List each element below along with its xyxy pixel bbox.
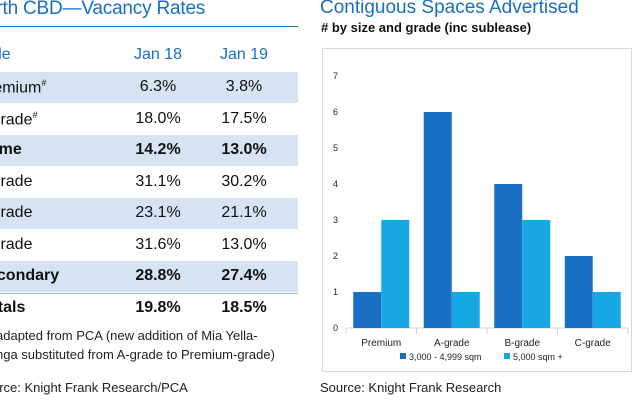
y-tick-label: 6 (333, 107, 338, 117)
row-grade-label: Grade (0, 235, 33, 253)
bar (592, 292, 621, 328)
row-jan19-value: 21.1% (221, 204, 267, 221)
row-jan18-value: 23.1% (135, 204, 181, 221)
table-title: erth CBD—Vacancy Rates (0, 0, 206, 19)
totals-rule (0, 292, 298, 294)
y-tick-label: 7 (333, 71, 338, 81)
table-row: remium# 6.3% 3.8% (0, 72, 298, 103)
header-jan19: Jan 19 (219, 46, 269, 63)
table-row: Grade 31.6% 13.0% (0, 230, 298, 261)
bar (381, 220, 410, 328)
header-jan18: Jan 18 (133, 46, 183, 63)
table-row: Grade# 18.0% 17.5% (0, 104, 298, 135)
x-tick-label: C-grade (575, 338, 612, 349)
row-grade-label: otals (0, 298, 26, 316)
y-tick-label: 3 (333, 215, 338, 225)
row-grade-label: remium# (0, 78, 47, 97)
header-grade: ade (0, 46, 11, 63)
row-footnote-mark: # (41, 78, 47, 88)
row-jan19-value: 3.8% (225, 78, 263, 95)
table-title-rule (0, 26, 298, 27)
y-tick-label: 4 (333, 179, 338, 189)
table-source: urce: Knight Frank Research/PCA (0, 380, 188, 395)
legend-label: 5,000 sqm + (513, 352, 563, 362)
bar (564, 256, 593, 328)
row-jan18-value: 18.0% (135, 109, 181, 127)
row-jan19-value: 13.0% (221, 235, 267, 253)
row-jan19-value: 27.4% (221, 267, 267, 284)
row-jan19-value: 30.2% (221, 172, 267, 190)
bar-chart: 0 1 2 3 4 5 6 7 Premium A-grade B-grade C-grade 3,00… (333, 71, 629, 362)
table-row: rime 14.2% 13.0% (0, 135, 298, 166)
bar (494, 184, 523, 328)
chart-title: Contiguous Spaces Advertised (320, 0, 579, 18)
x-tick-label: Premium (361, 338, 401, 349)
row-grade-label: Grade# (0, 109, 38, 128)
y-tick-label: 0 (333, 323, 338, 333)
y-tick-label: 2 (333, 251, 338, 261)
chart-frame (322, 48, 632, 372)
table-row: Grade 31.1% 30.2% (0, 167, 298, 198)
note-line-1: adapted from PCA (new addition of Mia Ye… (0, 328, 258, 343)
row-grade-label: econdary (0, 267, 60, 284)
row-grade-label: rime (0, 141, 22, 158)
row-jan18-value: 14.2% (135, 141, 181, 158)
note-line-2: nga substituted from A-grade to Premium-… (0, 347, 275, 362)
bar (353, 292, 382, 328)
legend-label: 3,000 - 4,999 sqm (409, 352, 482, 362)
chart-source: Source: Knight Frank Research (320, 380, 502, 395)
row-jan18-value: 28.8% (135, 267, 181, 284)
row-footnote-mark: # (32, 109, 38, 120)
row-jan18-value: 19.8% (135, 298, 181, 316)
chart-subtitle: # by size and grade (inc sublease) (321, 20, 532, 35)
legend-swatch (400, 353, 406, 359)
x-tick-label: A-grade (434, 338, 470, 349)
bar (451, 292, 480, 328)
y-tick-label: 1 (333, 287, 338, 297)
table-row: econdary 28.8% 27.4% (0, 261, 298, 292)
row-jan19-value: 17.5% (221, 109, 267, 127)
x-tick-label: B-grade (504, 338, 540, 349)
row-grade-label: Grade (0, 172, 33, 190)
table-note: adapted from PCA (new addition of Mia Ye… (0, 326, 306, 364)
row-jan18-value: 31.1% (135, 172, 181, 190)
table-header-row: ade Jan 18 Jan 19 (0, 38, 298, 72)
row-jan18-value: 31.6% (135, 235, 181, 253)
table-row: Grade 23.1% 21.1% (0, 198, 298, 229)
legend-swatch (504, 353, 510, 359)
row-jan18-value: 6.3% (139, 78, 177, 95)
vacancy-table-panel: erth CBD—Vacancy Rates ade Jan 18 Jan 19… (0, 0, 310, 400)
bar (423, 112, 452, 328)
row-jan19-value: 13.0% (221, 141, 267, 158)
row-jan19-value: 18.5% (221, 298, 267, 316)
bar (522, 220, 551, 328)
y-tick-label: 5 (333, 143, 338, 153)
row-grade-label: Grade (0, 204, 33, 221)
table-row: otals 19.8% 18.5% (0, 293, 298, 324)
